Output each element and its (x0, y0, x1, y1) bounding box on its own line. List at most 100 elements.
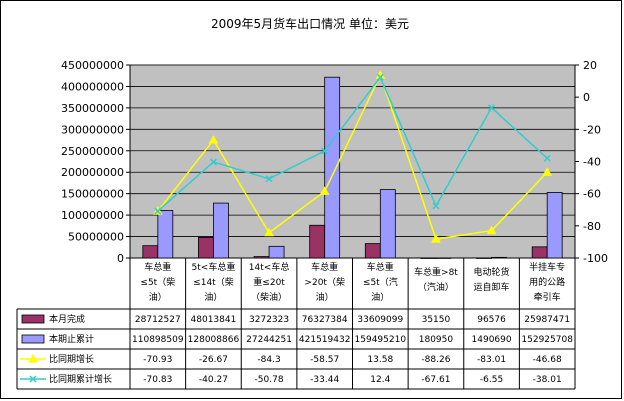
point-marker (319, 186, 330, 195)
point-marker (376, 73, 384, 81)
point-marker (488, 104, 496, 112)
data-label: -70.83 (143, 375, 172, 385)
left-tick-label: 400000000 (61, 80, 124, 93)
point-marker (264, 227, 274, 237)
category-label: 油） (204, 291, 222, 303)
category-label: 重≤20t (253, 276, 285, 288)
left-tick-label: 150000000 (61, 188, 124, 201)
bar (198, 237, 214, 259)
left-tick-label: 0 (117, 252, 124, 265)
left-tick-label: 50000000 (68, 231, 124, 244)
bar (268, 245, 285, 259)
legend-label: 本月完成 (49, 313, 85, 325)
data-label: -6.55 (480, 375, 503, 385)
legend-key-marker (28, 353, 38, 363)
left-tick-label: 200000000 (61, 166, 124, 179)
right-tick-label: -80 (583, 220, 601, 233)
left-tick-label: 450000000 (61, 59, 124, 72)
category-label: 电动轮货 (474, 266, 510, 278)
data-label: -67.61 (421, 375, 450, 385)
point-marker (543, 154, 551, 162)
data-label: 128008866 (188, 335, 240, 345)
category-label: 5t<车总重 (192, 261, 236, 273)
point-marker (209, 158, 217, 166)
data-label: 96576 (477, 315, 506, 325)
data-label: -46.68 (533, 355, 562, 365)
right-tick-label: 0 (583, 91, 590, 104)
category-label: 油） (371, 291, 389, 303)
series-line (157, 75, 548, 212)
data-label: 28712527 (135, 315, 181, 325)
bar (157, 210, 174, 259)
legend-label: 比同期增长 (49, 353, 94, 365)
right-tick-label: -20 (583, 123, 601, 136)
bar (213, 202, 229, 259)
bar (364, 243, 381, 259)
point-marker (265, 175, 273, 183)
category-label: 14t<车总 (249, 261, 290, 273)
bar (476, 257, 492, 259)
category-label: 运自卸车 (474, 281, 510, 293)
category-label: ≤14t（柴 (193, 276, 234, 288)
category-label: 油） (316, 291, 334, 303)
legend-label: 比同期累计增长 (49, 373, 112, 385)
data-label: 13.58 (367, 355, 393, 365)
category-label: ≤5t（柴 (140, 276, 175, 288)
point-marker (542, 167, 553, 176)
bar (309, 224, 326, 259)
data-label: 35150 (422, 315, 451, 325)
data-label: -58.57 (310, 355, 339, 365)
left-tick-label: 250000000 (61, 145, 124, 158)
data-label: 421519432 (299, 335, 351, 345)
chart-title: 2009年5月货车出口情况 单位：美元 (211, 16, 409, 31)
category-label: 车总重 (367, 261, 394, 273)
data-label: -83.01 (477, 355, 506, 365)
right-tick-label: -40 (583, 156, 601, 169)
bar (324, 76, 341, 259)
point-marker (432, 202, 440, 210)
data-label: 12.4 (370, 375, 390, 385)
plot-area (129, 64, 576, 259)
point-marker (208, 135, 219, 144)
bar (546, 192, 563, 259)
category-label: 车总重>8t (414, 266, 458, 278)
category-label: 车总重 (311, 261, 338, 273)
legend-key (21, 314, 45, 324)
category-label: 用的公路 (529, 276, 565, 288)
bar (435, 257, 452, 259)
right-tick-label: 20 (583, 59, 597, 72)
data-label: -26.67 (199, 355, 228, 365)
data-label: 110898509 (132, 335, 184, 345)
data-label: 76327384 (302, 315, 348, 325)
category-label: >20t（柴 (304, 276, 345, 288)
point-marker (154, 207, 162, 215)
data-label: 3272323 (249, 315, 289, 325)
category-label: 牵引车 (534, 291, 561, 303)
data-label: -33.44 (310, 375, 339, 385)
category-label: （柴油） (251, 291, 287, 303)
category-label: 油） (149, 291, 167, 303)
data-label: 152925708 (521, 335, 573, 345)
data-label: 27244251 (246, 335, 292, 345)
data-label: -38.01 (533, 375, 562, 385)
left-tick-label: 350000000 (61, 102, 124, 115)
bar (253, 256, 270, 259)
data-label: -88.26 (421, 355, 450, 365)
legend-key (21, 334, 45, 344)
right-tick-label: -60 (583, 188, 601, 201)
bar (531, 246, 548, 259)
data-label: -84.3 (257, 355, 280, 365)
point-marker (431, 234, 441, 243)
category-label: ≤5t（汽 (363, 276, 398, 288)
data-label: 1490690 (472, 335, 512, 345)
legend-label: 本期止累计 (49, 333, 94, 345)
legend-key-marker (29, 375, 37, 383)
category-label: 车总重 (144, 261, 171, 273)
right-tick-label: -100 (583, 252, 608, 265)
data-label: 48013841 (191, 315, 237, 325)
bar (142, 245, 159, 259)
data-label: -70.93 (143, 355, 172, 365)
category-label: 半挂车专 (529, 261, 565, 273)
data-label: -40.27 (199, 375, 228, 385)
